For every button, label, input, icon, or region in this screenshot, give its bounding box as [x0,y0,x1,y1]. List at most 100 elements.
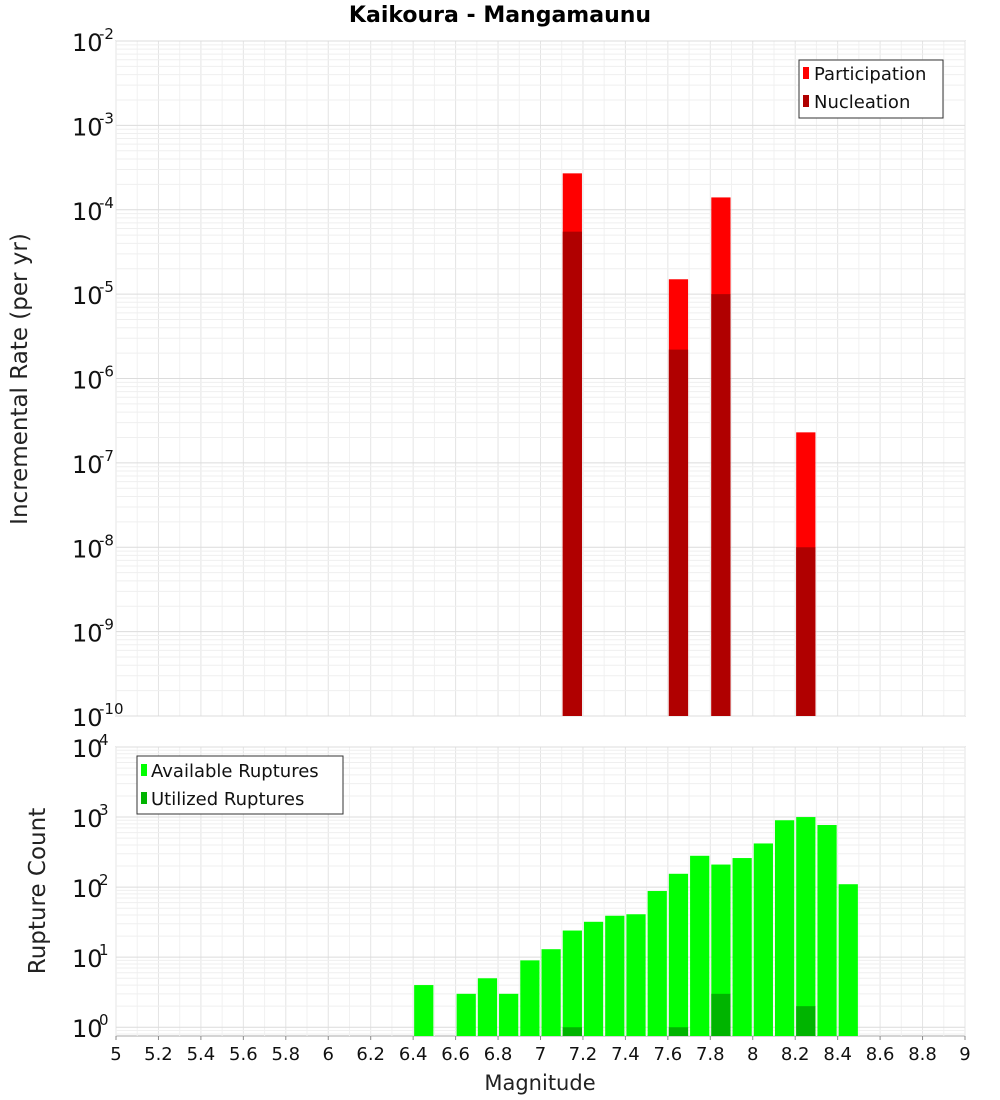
y-tick-label: 10 [72,620,103,648]
x-tick-label: 5.2 [144,1044,173,1065]
bottom-available-ruptures-bar [583,921,604,1036]
y-tick-label: 10 [72,735,103,763]
y-tick-exponent: -5 [99,278,114,296]
y-tick-exponent: -7 [99,447,114,465]
x-tick-label: 8 [747,1044,758,1065]
bottom-utilized-ruptures-bar [668,1027,689,1036]
bottom-y-axis-label: Rupture Count [25,808,51,974]
bottom-available-ruptures-bar [647,891,667,1036]
x-tick-label: 9 [959,1044,970,1065]
bottom-available-ruptures-bar [626,914,646,1036]
bottom-legend: Available Ruptures Utilized Ruptures [136,755,344,815]
top-nucleation-bar [796,547,816,716]
x-axis-label: Magnitude [484,1071,595,1095]
x-tick-label: 8.8 [908,1044,937,1065]
bottom-available-ruptures-bar [520,960,540,1036]
x-tick-label: 6.4 [399,1044,428,1065]
bottom-available-ruptures-bar [668,873,689,1036]
legend-label-nucleation: Nucleation [814,92,910,113]
y-tick-label: 10 [72,451,103,479]
legend-swatch-nucleation [803,95,809,107]
bottom-available-ruptures-bar [838,884,858,1036]
bottom-available-ruptures-bar [414,985,434,1036]
x-tick-label: 7.6 [654,1044,683,1065]
bottom-available-ruptures-bar [541,949,561,1036]
bottom-available-ruptures-bar [499,993,519,1036]
bottom-available-ruptures-bar [477,978,498,1036]
bottom-grid [115,746,966,1036]
y-tick-label: 10 [72,113,103,141]
legend-swatch-participation [803,67,809,79]
x-tick-label: 5.6 [229,1044,258,1065]
top-nucleation-bar [562,231,582,716]
x-tick-label: 7.2 [569,1044,598,1065]
y-tick-exponent: 2 [99,871,109,889]
legend-label-utilized: Utilized Ruptures [151,789,304,810]
legend-swatch-available [141,764,147,776]
bottom-available-ruptures-bar [711,864,731,1036]
y-tick-exponent: -3 [99,109,114,127]
bottom-available-ruptures-bar [774,820,795,1036]
chart-title: Kaikoura - Mangamaunu [349,3,651,28]
top-grid [115,40,966,717]
y-tick-exponent: 4 [99,731,109,749]
bottom-utilized-ruptures-bar [796,1006,816,1036]
x-tick-label: 5.8 [271,1044,300,1065]
top-y-axis-label: Incremental Rate (per yr) [7,233,33,525]
top-legend: Participation Nucleation [798,59,944,119]
x-tick-label: 6.2 [356,1044,385,1065]
bottom-available-ruptures-bar [796,817,816,1036]
y-tick-label: 10 [72,367,103,395]
y-tick-exponent: 1 [99,941,109,959]
y-tick-exponent: -10 [99,700,124,718]
x-tick-label: 7 [535,1044,546,1065]
top-legend-box [798,59,944,119]
y-tick-exponent: 3 [99,801,109,819]
legend-label-participation: Participation [814,64,926,85]
x-tick-label: 7.4 [611,1044,640,1065]
bottom-available-ruptures-bar [605,915,625,1036]
y-tick-label: 10 [72,875,103,903]
bottom-available-ruptures-bar [753,843,773,1036]
x-tick-label: 8.2 [781,1044,810,1065]
y-tick-exponent: -9 [99,616,114,634]
y-tick-label: 10 [72,198,103,226]
bottom-utilized-ruptures-bar [711,993,731,1036]
bottom-available-ruptures-bar [690,855,710,1036]
y-tick-exponent: -6 [99,363,114,381]
x-tick-label: 6.6 [441,1044,470,1065]
x-tick-label: 8.4 [823,1044,852,1065]
x-tick-label: 7.8 [696,1044,725,1065]
x-ticks: 5 5.2 5.4 5.6 5.8 6 6.2 6.4 6.6 6.8 7 7.2 7.4 7.6 7.8 8… [110,1036,971,1065]
y-tick-exponent: -2 [99,25,114,43]
y-tick-exponent: 0 [99,1011,109,1029]
bottom-bars [414,817,858,1036]
y-tick-exponent: -8 [99,531,114,549]
legend-swatch-utilized [141,792,147,804]
y-tick-exponent: -4 [99,194,114,212]
bottom-available-ruptures-bar [817,825,837,1036]
bottom-available-ruptures-bar [562,930,582,1036]
top-nucleation-bar [668,349,689,716]
y-tick-label: 10 [72,282,103,310]
bottom-utilized-ruptures-bar [562,1027,582,1036]
x-tick-label: 5 [110,1044,121,1065]
x-tick-label: 6.8 [484,1044,513,1065]
x-tick-label: 8.6 [866,1044,895,1065]
x-tick-label: 6 [323,1044,334,1065]
bottom-legend-box [136,755,344,815]
y-tick-label: 10 [72,29,103,57]
top-nucleation-bar [711,294,731,716]
y-tick-label: 10 [72,945,103,973]
bottom-available-ruptures-bar [456,993,476,1036]
y-tick-label: 10 [72,1015,103,1043]
y-tick-label: 10 [72,535,103,563]
y-tick-label: 10 [72,704,103,732]
y-tick-label: 10 [72,805,103,833]
legend-label-available: Available Ruptures [151,761,319,782]
x-tick-label: 5.4 [187,1044,216,1065]
bottom-available-ruptures-bar [732,858,752,1036]
